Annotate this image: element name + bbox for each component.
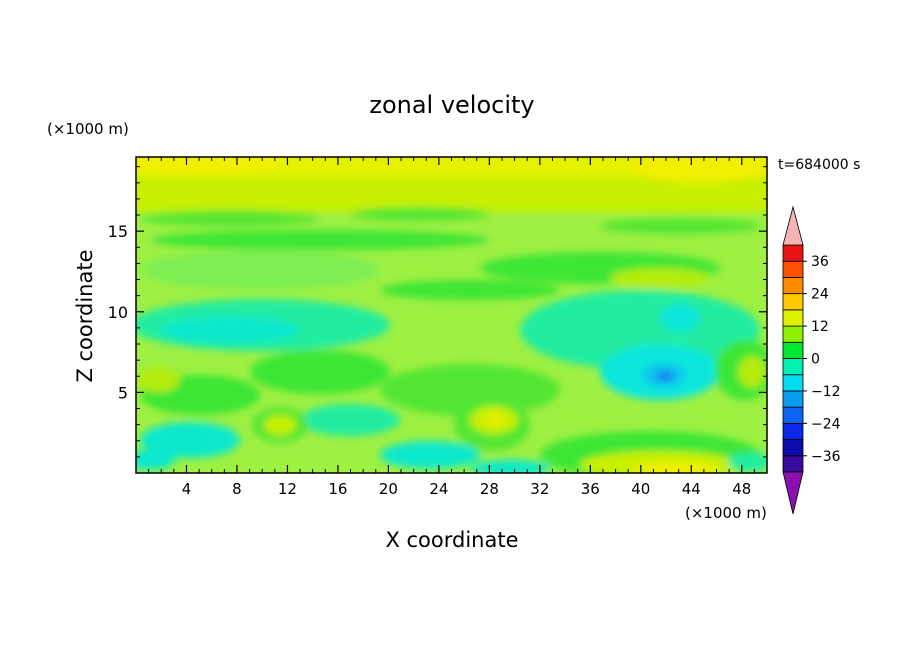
y-tick-label: 10 — [108, 303, 128, 322]
y-tick-label: 15 — [108, 222, 128, 241]
colorbar-label: −36 — [811, 449, 841, 465]
yellowgreen-far-left — [136, 368, 180, 392]
x-tick-label: 20 — [379, 480, 398, 498]
x-tick-label: 8 — [232, 480, 242, 498]
colorbar-label: 36 — [811, 254, 829, 270]
green-strip-mid — [350, 207, 490, 221]
colorbar-box — [782, 439, 804, 457]
colorbar-box — [782, 244, 804, 262]
top-left-yellow — [136, 157, 280, 174]
colorbar-box — [782, 325, 804, 343]
yellowgreen-blob-11 — [264, 415, 296, 435]
green-band-12 — [380, 280, 560, 300]
yellow-bottom-right — [631, 462, 719, 473]
chart-title: zonal velocity — [369, 91, 534, 119]
x-tick-label: 32 — [530, 480, 549, 498]
yellowgreen-right-edge — [738, 356, 766, 388]
yellow-blob-29 — [487, 413, 505, 425]
x-tick-label: 36 — [581, 480, 600, 498]
x-ticks: 4 8 12 16 20 24 28 32 36 40 44 48 — [148, 157, 755, 498]
colorbar-label: 0 — [811, 352, 820, 368]
x-tick-label: 16 — [328, 480, 347, 498]
colorbar-box — [782, 277, 804, 295]
x-unit-label: (×1000 m) — [685, 504, 767, 522]
cyan-lower-left — [140, 422, 240, 458]
x-tick-label: 28 — [480, 480, 499, 498]
cyan-bottom-mid — [380, 441, 480, 469]
colorbar-label: 12 — [811, 319, 829, 335]
colorbar-box — [782, 293, 804, 311]
cyan-lower-mid — [300, 404, 400, 436]
y-ticks: 5 10 15 — [108, 166, 767, 458]
y-tick-label: 5 — [118, 383, 128, 402]
top-right-yellow — [630, 157, 767, 182]
green-band-15 — [150, 230, 490, 250]
colorbar-box — [782, 406, 804, 424]
colorbar-under-arrow — [782, 471, 804, 515]
x-tick-label: 12 — [278, 480, 297, 498]
x-tick-label: 48 — [732, 480, 751, 498]
colorbar-box — [782, 309, 804, 327]
colorbar-box — [782, 422, 804, 440]
x-tick-label: 4 — [182, 480, 192, 498]
cyan-bottom-right — [728, 452, 767, 472]
colorbar-box — [782, 390, 804, 408]
green-strip-right — [600, 218, 760, 234]
green-strip-left — [140, 210, 320, 226]
midband-lightgreen — [140, 250, 380, 290]
green-lower-center — [380, 364, 560, 416]
cyan-bottom-left — [136, 450, 175, 470]
y-unit-label: (×1000 m) — [47, 120, 129, 138]
y-axis-title: Z coordinate — [73, 249, 97, 382]
colorbar-box — [782, 374, 804, 392]
colorbar-label: 24 — [811, 287, 829, 303]
cyan-green-mid-right — [520, 290, 760, 370]
colorbar-box — [782, 455, 804, 473]
cyan-bottom-center — [470, 460, 550, 473]
x-tick-label: 24 — [429, 480, 448, 498]
blue-core — [656, 371, 674, 381]
contour-field — [136, 157, 767, 473]
green-lower-mid — [250, 350, 390, 394]
x-axis-title: X coordinate — [385, 528, 518, 552]
field-blobs — [136, 157, 767, 473]
colorbar-box — [782, 260, 804, 278]
colorbar-label: −24 — [811, 416, 841, 432]
colorbar: 36 24 12 0 −12 −24 −36 — [782, 205, 841, 515]
colorbar-over-arrow — [782, 205, 804, 246]
colorbar-box — [782, 358, 804, 376]
x-tick-label: 40 — [631, 480, 650, 498]
top-band-yellow — [136, 157, 767, 180]
yellowgreen-patch-13 — [610, 268, 710, 288]
top-band-yellowgreen — [136, 176, 767, 212]
colorbar-label: −12 — [811, 384, 841, 400]
time-label: t=684000 s — [778, 157, 860, 173]
colorbar-box — [782, 341, 804, 359]
cyan-pocket-left — [160, 316, 300, 344]
cyan-pocket-right-upper — [660, 304, 700, 332]
x-tick-label: 44 — [682, 480, 701, 498]
